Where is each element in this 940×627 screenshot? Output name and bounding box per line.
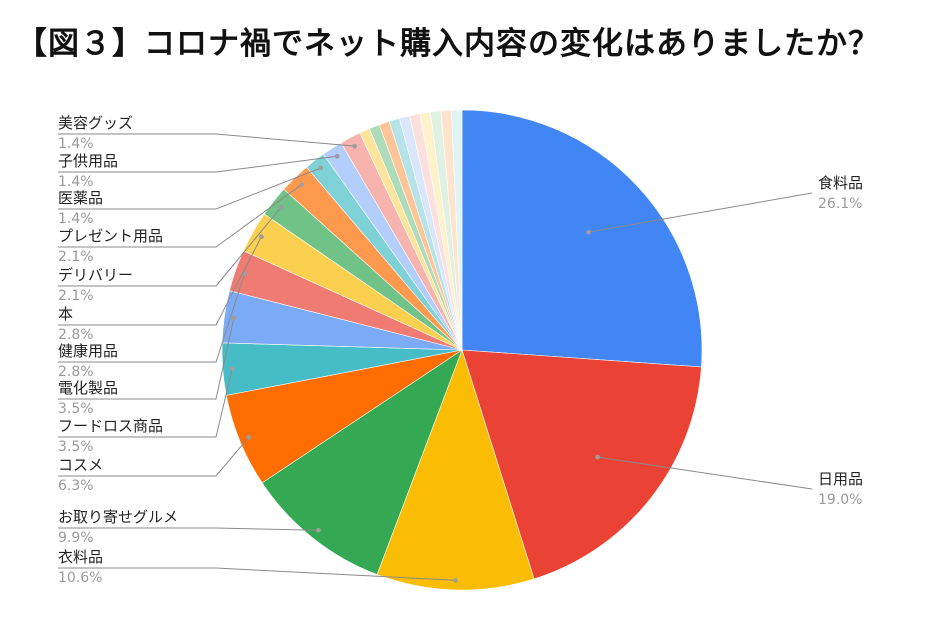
slice-label-4: コスメ: [58, 456, 103, 474]
leader-line-12: [58, 155, 338, 173]
leader-line-9: [58, 206, 282, 287]
pie-slice-1: [461, 349, 702, 580]
slice-labels: 食料品 26.1% 日用品 19.0% 衣料品 10.6% お取り寄せグルメ 9.9% コスメ 6…: [58, 114, 863, 586]
pie-slice-0: [461, 109, 703, 368]
slice-label-0: 食料品: [818, 174, 863, 192]
slice-value-10: 2.1%: [58, 249, 94, 265]
leader-lines: [58, 133, 813, 583]
leader-line-10: [58, 184, 302, 248]
leader-line-11: [58, 167, 321, 210]
slice-value-4: 6.3%: [58, 478, 94, 494]
slice-value-2: 10.6%: [58, 570, 102, 586]
slice-label-3: お取り寄せグルメ: [58, 508, 178, 526]
leader-line-1: [597, 456, 813, 490]
leader-dot-6: [231, 315, 237, 321]
leader-line-7: [58, 273, 246, 363]
leader-dot-13: [352, 143, 358, 149]
slice-value-0: 26.1%: [818, 196, 862, 212]
leader-line-6: [58, 317, 235, 400]
slice-value-12: 1.4%: [58, 174, 94, 190]
leader-dot-8: [259, 234, 264, 240]
leader-dot-1: [595, 454, 600, 460]
leader-line-5: [58, 368, 233, 438]
leader-dot-10: [299, 182, 304, 188]
chart-title: 【図３】コロナ禍でネット購入内容の変化はありましたか？: [16, 26, 880, 62]
leader-line-4: [58, 436, 250, 477]
leader-line-13: [58, 133, 355, 147]
leader-dot-12: [334, 153, 340, 159]
leader-line-3: [58, 527, 319, 531]
slice-value-6: 3.5%: [58, 401, 94, 417]
slice-label-7: 健康用品: [58, 342, 118, 360]
slice-value-1: 19.0%: [818, 492, 862, 508]
leader-dot-3: [316, 527, 321, 533]
leader-line-2: [58, 567, 456, 581]
slice-label-12: 子供用品: [58, 152, 118, 170]
pie-slice-23: [451, 109, 463, 351]
leader-dot-5: [229, 366, 235, 371]
pie-slice-2: [376, 349, 535, 591]
leader-dot-2: [453, 577, 458, 583]
slice-value-3: 9.9%: [58, 530, 94, 546]
slice-value-5: 3.5%: [58, 439, 94, 455]
slice-label-2: 衣料品: [58, 548, 103, 566]
leader-dot-9: [278, 204, 284, 210]
slice-value-11: 1.4%: [58, 211, 94, 227]
leader-dot-4: [246, 434, 252, 440]
pie-slice-3: [261, 349, 463, 575]
slice-label-1: 日用品: [818, 470, 863, 488]
slice-label-10: プレゼント用品: [58, 227, 163, 245]
leader-line-0: [588, 192, 813, 233]
leader-dot-11: [318, 165, 324, 171]
slice-value-9: 2.1%: [58, 288, 94, 304]
slice-label-13: 美容グッズ: [58, 114, 133, 132]
slice-label-9: デリバリー: [58, 266, 133, 284]
slice-label-5: フードロス商品: [58, 417, 163, 435]
leader-line-8: [58, 236, 262, 326]
slice-label-6: 電化製品: [58, 379, 118, 397]
leader-dot-0: [586, 229, 591, 235]
slice-label-11: 医薬品: [58, 189, 103, 207]
pie-slices: [221, 109, 703, 591]
slice-value-7: 2.8%: [58, 364, 94, 380]
slice-value-8: 2.8%: [58, 327, 94, 343]
slice-value-13: 1.4%: [58, 136, 94, 152]
slice-label-8: 本: [58, 305, 73, 323]
